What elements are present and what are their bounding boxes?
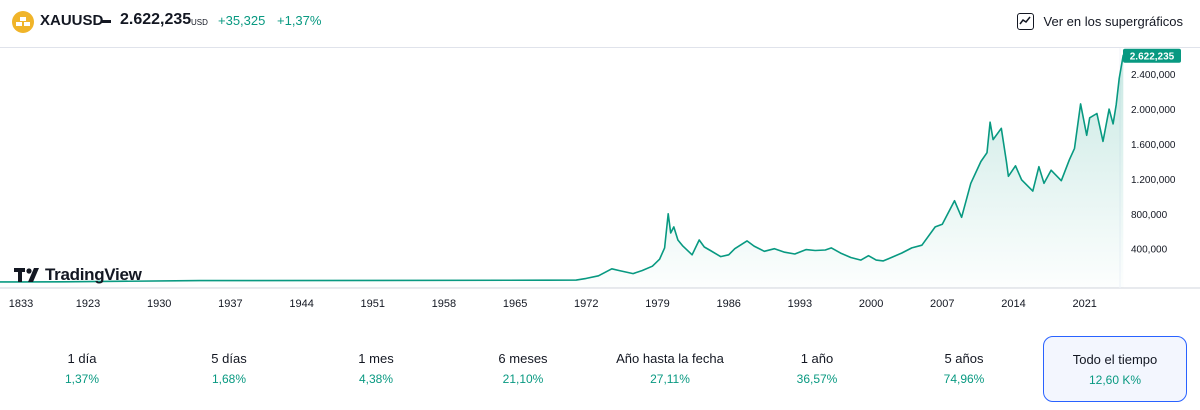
period-return: 74,96% xyxy=(943,372,985,386)
period-return: 21,10% xyxy=(502,372,544,386)
x-tick-label: 1958 xyxy=(432,298,456,310)
x-tick-label: 1993 xyxy=(788,298,812,310)
period-5-years[interactable]: 5 años 74,96% xyxy=(892,336,1036,402)
symbol-name[interactable]: XAUUSD xyxy=(40,12,104,29)
period-label: 1 día xyxy=(67,351,97,366)
period-return: 4,38% xyxy=(358,372,394,386)
period-return: 1,37% xyxy=(64,372,100,386)
gold-bars-icon xyxy=(12,11,34,33)
x-tick-label: 1944 xyxy=(289,298,313,310)
period-label: 1 mes xyxy=(358,351,394,366)
period-label: 1 año xyxy=(800,351,834,366)
period-return: 27,11% xyxy=(650,372,690,386)
period-return: 12,60 K% xyxy=(1088,373,1142,387)
x-tick-label: 1979 xyxy=(645,298,669,310)
x-tick-label: 1951 xyxy=(361,298,385,310)
chart-line-icon xyxy=(1016,12,1034,30)
tradingview-logo-text: TradingView xyxy=(45,265,142,284)
period-selector: 1 día 1,37% 5 días 1,68% 1 mes 4,38% 6 m… xyxy=(10,336,1190,402)
header-divider xyxy=(0,47,1200,48)
price-chart[interactable]: 1833 1923 1930 1937 1944 1951 1958 1965 1972 1979… xyxy=(0,48,1200,322)
currency-label: USD xyxy=(191,18,208,27)
tradingview-logo[interactable]: TradingView xyxy=(14,265,142,285)
open-supercharts-button[interactable]: Ver en los supergráficos xyxy=(1016,10,1183,32)
x-tick-label: 1923 xyxy=(76,298,100,310)
y-tick-label: 1.200,000 xyxy=(1131,175,1176,186)
period-label: Año hasta la fecha xyxy=(616,351,724,366)
x-tick-label: 2007 xyxy=(930,298,954,310)
period-ytd[interactable]: Año hasta la fecha 27,11% xyxy=(598,336,742,402)
x-tick-label: 1930 xyxy=(147,298,171,310)
y-tick-label: 2.400,000 xyxy=(1131,70,1176,81)
price-area-fill xyxy=(0,54,1124,288)
period-1-month[interactable]: 1 mes 4,38% xyxy=(304,336,448,402)
period-1-year[interactable]: 1 año 36,57% xyxy=(745,336,889,402)
period-6-months[interactable]: 6 meses 21,10% xyxy=(451,336,595,402)
last-price-badge xyxy=(1123,48,1181,63)
x-tick-label: 1965 xyxy=(503,298,527,310)
period-label: Todo el tiempo xyxy=(1072,352,1158,367)
last-price-badge-label: 2.622,235 xyxy=(1130,51,1175,62)
x-tick-label: 2000 xyxy=(859,298,883,310)
price-change: +35,325 xyxy=(218,13,266,28)
x-tick-label: 1972 xyxy=(574,298,598,310)
x-tick-label: 2021 xyxy=(1072,298,1096,310)
price-change-percent: +1,37% xyxy=(277,13,322,28)
period-return: 1,68% xyxy=(211,372,247,386)
period-5-days[interactable]: 5 días 1,68% xyxy=(157,336,301,402)
period-label: 6 meses xyxy=(498,351,548,366)
period-label: 5 días xyxy=(211,351,247,366)
period-all-time[interactable]: Todo el tiempo 12,60 K% xyxy=(1043,336,1187,402)
y-tick-label: 400,000 xyxy=(1131,245,1168,256)
last-price: 2.622,235 xyxy=(120,11,192,28)
price-series-line xyxy=(0,54,1125,283)
x-tick-label: 1833 xyxy=(9,298,33,310)
x-tick-label: 1986 xyxy=(716,298,740,310)
period-return: 36,57% xyxy=(796,372,838,386)
supercharts-label: Ver en los supergráficos xyxy=(1043,13,1183,29)
y-tick-label: 1.600,000 xyxy=(1131,140,1176,151)
x-tick-label: 1937 xyxy=(218,298,242,310)
symbol-header: XAUUSD 2.622,235 USD +35,325 +1,37% Ver … xyxy=(0,0,1200,44)
period-1-day[interactable]: 1 día 1,37% xyxy=(10,336,154,402)
y-tick-label: 800,000 xyxy=(1131,210,1168,221)
period-label: 5 años xyxy=(944,351,984,366)
x-tick-label: 2014 xyxy=(1001,298,1025,310)
tradingview-logo-icon xyxy=(14,268,39,282)
separator-dash xyxy=(101,20,111,23)
y-tick-label: 2.000,000 xyxy=(1131,105,1176,116)
